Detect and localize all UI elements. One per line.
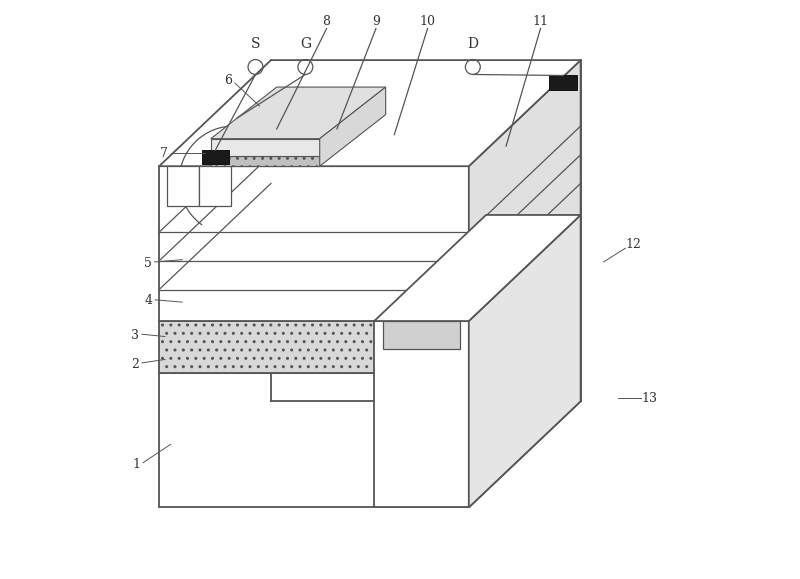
Text: 11: 11 — [533, 15, 549, 28]
Polygon shape — [202, 150, 229, 164]
Text: 12: 12 — [626, 239, 642, 251]
Text: p$^+$: p$^+$ — [174, 178, 191, 195]
Text: 9: 9 — [372, 15, 380, 28]
Text: n: n — [415, 407, 425, 422]
Text: 6: 6 — [224, 74, 232, 87]
Text: n$^+$: n$^+$ — [206, 179, 223, 194]
Text: 13: 13 — [642, 392, 658, 405]
Text: n: n — [371, 240, 379, 254]
Text: G: G — [300, 37, 311, 51]
Text: D: D — [467, 37, 478, 51]
Text: n$^+$: n$^+$ — [414, 327, 430, 342]
Polygon shape — [469, 215, 581, 373]
Polygon shape — [159, 215, 581, 321]
Text: 5: 5 — [144, 256, 152, 270]
Polygon shape — [469, 60, 581, 321]
Polygon shape — [210, 156, 320, 166]
Text: 8: 8 — [322, 15, 330, 28]
Polygon shape — [159, 321, 469, 373]
Polygon shape — [159, 166, 469, 321]
Text: S: S — [250, 37, 260, 51]
Text: 7: 7 — [160, 146, 168, 160]
Text: 2: 2 — [131, 358, 139, 371]
Text: 3: 3 — [131, 329, 139, 342]
Text: p: p — [371, 210, 379, 223]
Text: 10: 10 — [419, 15, 435, 28]
Text: p: p — [371, 134, 379, 147]
Polygon shape — [374, 321, 469, 507]
Polygon shape — [210, 87, 386, 139]
Text: p: p — [246, 284, 255, 298]
Polygon shape — [159, 373, 469, 507]
Text: 4: 4 — [145, 295, 153, 307]
Polygon shape — [159, 266, 581, 373]
Polygon shape — [159, 60, 581, 166]
Polygon shape — [382, 321, 460, 349]
Polygon shape — [550, 75, 577, 90]
Polygon shape — [166, 166, 198, 206]
Polygon shape — [210, 139, 320, 156]
Polygon shape — [374, 215, 581, 321]
Polygon shape — [320, 87, 386, 166]
Polygon shape — [198, 166, 231, 206]
Text: 1: 1 — [132, 458, 140, 471]
Polygon shape — [469, 266, 581, 507]
Text: n: n — [371, 182, 379, 195]
Polygon shape — [210, 104, 386, 156]
Polygon shape — [469, 215, 581, 507]
